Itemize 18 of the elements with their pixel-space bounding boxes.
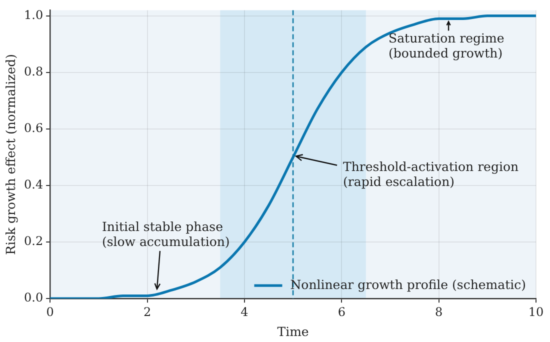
y-tick-label: 0.2: [24, 234, 44, 248]
y-tick-label: 0.4: [24, 178, 44, 192]
y-tick-label: 0.6: [24, 121, 44, 136]
y-tick-label: 0.0: [24, 290, 44, 305]
x-tick-label: 6: [338, 304, 346, 319]
x-tick-label: 8: [434, 304, 443, 319]
y-tick-label: 1.0: [24, 8, 44, 22]
x-axis-title: Time: [277, 324, 309, 339]
annotation: Initial stable phase (slow accumulation): [102, 218, 230, 249]
annotation: Saturation regime (bounded growth): [388, 30, 504, 61]
x-tick-label: 2: [143, 304, 152, 319]
x-tick-label: 0: [46, 304, 54, 319]
x-tick-label: 4: [240, 304, 249, 319]
y-tick-label: 0.8: [24, 64, 44, 79]
legend-label: Nonlinear growth profile (schematic): [290, 276, 526, 292]
y-axis-title: Risk growth effect (normalized): [2, 54, 18, 255]
x-tick-label: 10: [528, 304, 544, 319]
annotation: Threshold-activation region (rapid escalation): [343, 159, 519, 190]
